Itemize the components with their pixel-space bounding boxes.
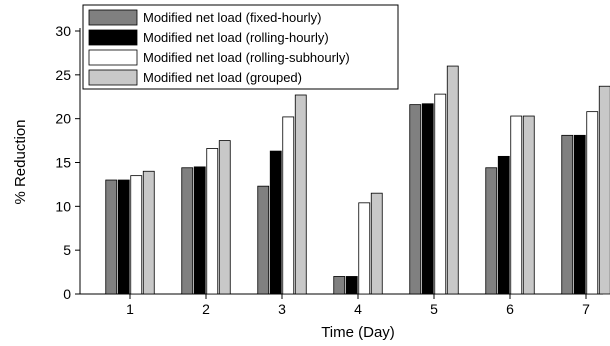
bar [206,148,219,295]
x-tick-label: 7 [582,301,590,317]
bar [257,185,270,295]
x-axis-title: Time (Day) [321,324,395,341]
bar [282,116,295,295]
bar [510,115,523,295]
x-tick-label: 5 [430,301,438,317]
bar [333,276,346,295]
bar [358,202,371,295]
legend-swatch [88,49,138,66]
y-axis-title: % Reduction [12,119,29,204]
bar [193,166,206,295]
bar [446,65,459,295]
plot-area: 0 5 10 15 20 25 30 1 2 3 4 5 6 7 [55,23,610,317]
bar [421,103,434,295]
y-tick-label: 10 [55,198,71,214]
bar [573,134,586,295]
y-tick-label: 25 [55,67,71,83]
bar [561,134,574,295]
y-tick-label: 0 [63,286,71,302]
legend-label: Modified net load (rolling-subhourly) [143,50,350,65]
legend: Modified net load (fixed-hourly) Modified… [82,4,399,90]
bar [497,155,510,295]
legend-label: Modified net load (grouped) [143,70,302,85]
bar [345,276,358,295]
x-tick-label: 4 [354,301,362,317]
y-tick-label: 5 [63,242,71,258]
legend-label: Modified net load (fixed-hourly) [143,10,321,25]
x-tick-label: 6 [506,301,514,317]
bar [434,93,447,295]
bar [218,140,231,295]
bar [181,167,194,295]
bar [269,150,282,295]
y-tick-label: 15 [55,155,71,171]
bar [294,94,307,295]
bar [130,175,143,295]
bar [598,85,610,295]
y-tick-label: 20 [55,111,71,127]
x-tick-label: 1 [126,301,134,317]
x-tick-label: 2 [202,301,210,317]
bar [522,115,535,295]
legend-label: Modified net load (rolling-hourly) [143,30,329,45]
x-tick-label: 3 [278,301,286,317]
bar [586,111,599,295]
bar [142,170,155,295]
bar [105,179,118,295]
y-tick-label: 30 [55,23,71,39]
legend-swatch [88,29,138,46]
bar [485,167,498,295]
legend-swatch [88,69,138,86]
bar [370,192,383,295]
bar [409,104,422,295]
legend-swatch [88,9,138,26]
bar [117,179,130,295]
